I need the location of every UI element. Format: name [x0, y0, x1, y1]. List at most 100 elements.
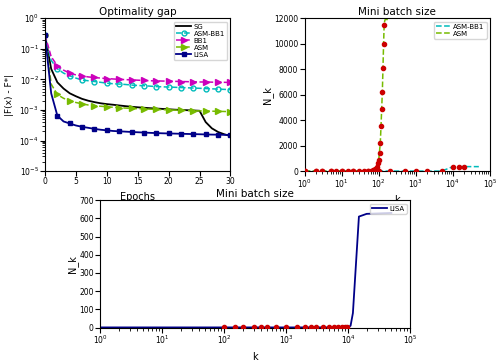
ASM: [60, 96, 66, 100]
ASM-BB1: [54, 67, 60, 71]
LISA: [128, 130, 134, 134]
LISA: [283, 325, 289, 330]
ASM: [110, 105, 116, 110]
BB1: [98, 76, 103, 80]
ASM-BB1: [160, 85, 166, 89]
SG: [221, 132, 227, 136]
Title: Mini batch size: Mini batch size: [358, 7, 436, 17]
LISA: [221, 325, 227, 330]
LISA: [221, 132, 227, 137]
LISA: [172, 131, 178, 136]
LISA: [202, 132, 208, 136]
SG: [190, 108, 196, 112]
ASM: [134, 107, 140, 111]
ASM-BB1: [98, 80, 103, 84]
LISA: [134, 130, 140, 134]
SG: [147, 106, 153, 110]
ASM-BB1: [66, 74, 72, 78]
SG: [104, 102, 110, 106]
BB1: [134, 78, 140, 82]
Y-axis label: |F(x) - F*|: |F(x) - F*|: [5, 74, 14, 116]
SG: [215, 130, 221, 134]
Line: SG: SG: [45, 35, 230, 136]
BB1: [190, 80, 196, 84]
ASM-BB1: [79, 78, 85, 82]
ASM-BB1: [196, 86, 202, 91]
ASM-BB1: [110, 82, 116, 86]
SG: [141, 106, 147, 110]
LISA: [240, 325, 246, 330]
BB1: [196, 80, 202, 84]
ASM-BB1: [402, 169, 407, 173]
ASM-BB1: [48, 58, 54, 63]
Title: Optimality gap: Optimality gap: [99, 7, 176, 17]
LISA: [364, 211, 370, 216]
ASM: [320, 169, 326, 173]
BB1: [73, 73, 79, 77]
LISA: [98, 127, 103, 132]
BB1: [141, 78, 147, 83]
LISA: [116, 325, 121, 330]
LISA: [264, 325, 270, 330]
ASM-BB1: [141, 83, 147, 88]
ASM-BB1: [450, 165, 456, 169]
Line: ASM-BB1: ASM-BB1: [42, 33, 233, 92]
ASM: [380, 66, 386, 70]
Line: ASM: ASM: [304, 19, 390, 171]
LISA: [228, 133, 234, 137]
ASM: [312, 169, 318, 173]
ASM: [166, 108, 172, 112]
SG: [178, 108, 184, 112]
ASM: [116, 106, 122, 110]
BB1: [209, 80, 215, 84]
ASM-BB1: [476, 165, 482, 169]
ASM: [378, 124, 384, 128]
ASM-BB1: [364, 169, 370, 173]
BB1: [60, 68, 66, 72]
ASM: [378, 141, 384, 145]
ASM-BB1: [302, 169, 308, 173]
LISA: [302, 325, 308, 330]
ASM: [209, 109, 215, 113]
LISA: [42, 33, 48, 37]
ASM-BB1: [190, 86, 196, 90]
BB1: [166, 79, 172, 83]
LISA: [153, 131, 159, 135]
LISA: [140, 325, 146, 330]
ASM: [364, 169, 370, 173]
SG: [196, 108, 202, 113]
LISA: [97, 325, 103, 330]
ASM: [92, 103, 98, 108]
Line: LISA: LISA: [42, 33, 233, 137]
LISA: [339, 325, 345, 330]
ASM: [202, 109, 208, 113]
BB1: [66, 71, 72, 75]
ASM: [381, 22, 387, 27]
LISA: [86, 126, 91, 130]
SG: [79, 97, 85, 101]
ASM: [122, 106, 128, 110]
LISA: [184, 132, 190, 136]
ASM: [374, 165, 380, 169]
ASM-BB1: [178, 85, 184, 90]
SG: [73, 94, 79, 98]
SG: [60, 86, 66, 91]
ASM-BB1: [376, 169, 382, 173]
ASM: [387, 17, 393, 21]
ASM-BB1: [116, 82, 122, 86]
SG: [98, 101, 103, 106]
Y-axis label: N_k: N_k: [67, 255, 78, 273]
LISA: [348, 324, 354, 328]
ASM: [104, 104, 110, 109]
ASM: [338, 169, 344, 173]
ASM: [184, 108, 190, 112]
ASM: [350, 169, 356, 173]
ASM-BB1: [215, 87, 221, 91]
ASM-BB1: [202, 86, 208, 91]
BB1: [215, 80, 221, 84]
ASM: [228, 110, 234, 114]
LISA: [326, 325, 332, 330]
SG: [184, 108, 190, 112]
SG: [153, 106, 159, 111]
BB1: [116, 77, 122, 82]
